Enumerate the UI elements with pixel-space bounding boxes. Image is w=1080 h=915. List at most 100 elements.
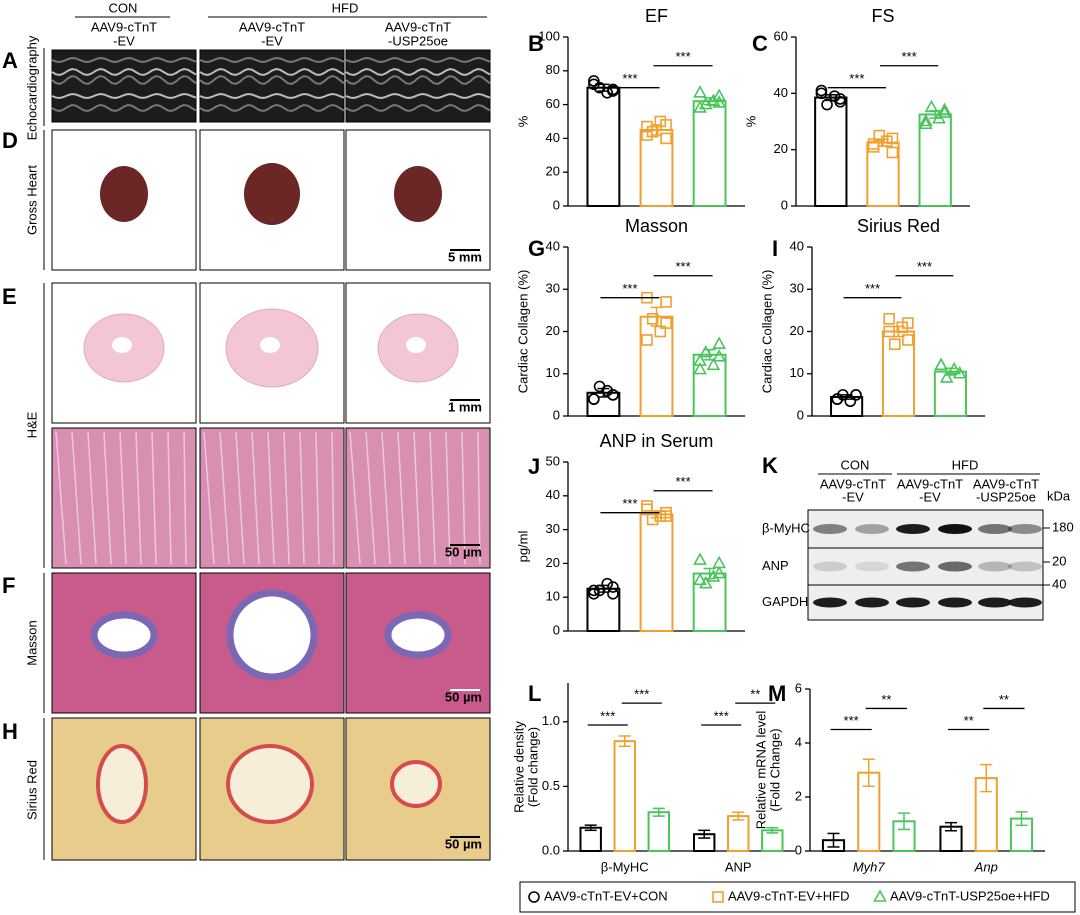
data-point [867, 141, 880, 153]
band [813, 524, 847, 534]
legend-entry: AAV9-cTnT-EV+CON [544, 888, 668, 903]
chart-title: ANP in Serum [600, 431, 714, 451]
y-tick-label: 10 [546, 589, 560, 604]
y-tick-label: 20 [790, 323, 804, 338]
bar [586, 86, 621, 207]
y-tick-label: 40 [546, 238, 560, 253]
y-tick-label: 0 [553, 197, 560, 212]
band [978, 524, 1012, 534]
bar [814, 96, 848, 207]
fiber [219, 431, 230, 565]
vessel [226, 589, 318, 681]
y-tick-label: 40 [546, 130, 560, 145]
y-axis-label: Relative density [511, 721, 526, 813]
x-tick-label: ANP [725, 859, 752, 874]
band [938, 524, 972, 534]
data-point [886, 146, 899, 159]
lumen [406, 337, 426, 353]
lumen [260, 337, 280, 353]
echo-trace [199, 103, 345, 112]
column-header: -EV [113, 33, 135, 48]
y-tick-label: 80 [546, 62, 560, 77]
y-tick-label: 0 [797, 407, 804, 422]
fiber [203, 431, 215, 565]
x-tick-label: β-MyHC [601, 859, 649, 874]
band [938, 597, 972, 608]
vessel [226, 744, 314, 824]
band [855, 561, 889, 572]
y-axis-label: Cardiac Collagen (%) [759, 270, 774, 394]
lumen [112, 337, 132, 353]
marker-label: 40 [1052, 576, 1066, 591]
significance-label: *** [622, 281, 637, 296]
bar [639, 513, 674, 633]
echo-trace [345, 103, 491, 112]
significance-label: *** [917, 259, 932, 274]
significance-label: *** [622, 496, 637, 511]
vessel [90, 611, 158, 659]
significance-label: ** [881, 692, 891, 707]
data-point [693, 552, 707, 565]
band [813, 597, 847, 608]
y-tick-label: 60 [774, 28, 788, 43]
bar [647, 811, 671, 853]
y-axis-label: Relative mRNA level [753, 711, 768, 830]
significance-label: *** [714, 708, 729, 723]
data-point [641, 334, 653, 346]
band-label: β-MyHC [762, 520, 810, 535]
fiber [381, 431, 391, 565]
marker-label: 180 [1052, 519, 1074, 534]
data-point [712, 95, 727, 108]
data-point [918, 113, 933, 127]
data-point [607, 581, 619, 593]
y-tick-label: 0 [553, 622, 560, 637]
column-header: -USP25oe [388, 33, 448, 48]
y-tick-label: 30 [790, 281, 804, 296]
y-tick-label: 30 [546, 281, 560, 296]
significance-label: *** [675, 49, 690, 64]
heart [100, 166, 148, 222]
column-header: AAV9-cTnT [239, 19, 305, 34]
data-point [712, 891, 724, 903]
echo-trace [199, 93, 345, 99]
group-header: CON [841, 457, 870, 472]
scale-bar-label: 50 µm [445, 544, 482, 559]
y-tick-label: 60 [546, 96, 560, 111]
echo-trace [51, 57, 197, 63]
fiber [87, 431, 97, 565]
data-point [873, 889, 887, 902]
panel-letter: L [528, 681, 541, 706]
scale-bar-label: 5 mm [448, 249, 482, 264]
significance-label: ** [999, 692, 1009, 707]
scale-bar-label: 50 µm [445, 689, 482, 704]
fiber [283, 431, 290, 565]
y-tick-label: 10 [790, 365, 804, 380]
row-label: Sirius Red [24, 760, 39, 820]
bar [613, 740, 636, 853]
y-tick-label: 40 [546, 487, 560, 502]
y-tick-label: 2 [795, 788, 802, 803]
row-label: H&E [24, 411, 39, 438]
data-point [712, 555, 727, 569]
y-axis-label: (Fold Change) [767, 728, 782, 811]
y-tick-label: 20 [546, 323, 560, 338]
scale-bar-label: 50 µm [445, 836, 482, 851]
data-point [937, 102, 952, 116]
fiber [183, 431, 187, 565]
chart-title: Masson [625, 216, 688, 236]
legend-entry: AAV9-cTnT-EV+HFD [728, 888, 849, 903]
y-tick-label: 10 [546, 365, 560, 380]
band [1008, 561, 1042, 572]
band [896, 561, 930, 572]
band-label: ANP [762, 558, 789, 573]
group-header: HFD [952, 457, 979, 472]
significance-label: *** [844, 713, 859, 728]
fiber [331, 431, 335, 565]
data-point [902, 334, 914, 346]
data-point [706, 357, 721, 371]
significance-label: ** [750, 687, 760, 702]
fiber [445, 431, 451, 565]
panel-letter: D [2, 128, 18, 153]
panel-letter: C [752, 31, 768, 56]
